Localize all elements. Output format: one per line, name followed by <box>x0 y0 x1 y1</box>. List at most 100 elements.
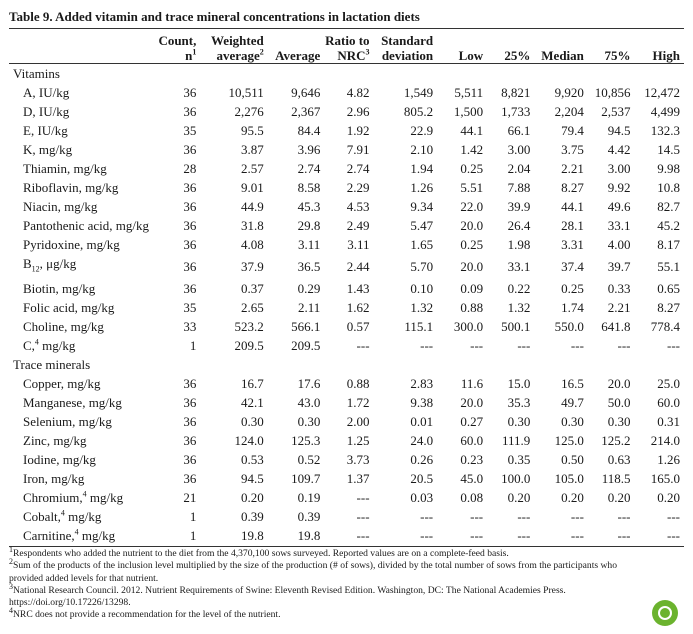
table-title: Table 9. Added vitamin and trace mineral… <box>9 9 420 24</box>
table-cell: 2.96 <box>346 104 370 119</box>
row-label-unit: mg/kg <box>64 508 102 524</box>
table-row: Pyridoxine, mg/kg 36 4.08 3.11 3.11 1.65 0.25 1… <box>9 235 684 254</box>
row-label: D, IU/kg <box>9 102 158 121</box>
table-cell: 125.2 <box>601 432 631 448</box>
row-label-text: E, IU/kg <box>23 123 68 138</box>
table-cell: 778.4 <box>650 318 680 334</box>
table-cell: 19.8 <box>297 527 321 543</box>
table-cell: 0.31 <box>657 413 680 429</box>
footnote-text: NRC does not provide a recommendation fo… <box>13 609 281 621</box>
table-cell: 2.10 <box>410 142 434 157</box>
table-cell: 805.2 <box>403 104 434 119</box>
table-cell: 12,472 <box>644 85 680 100</box>
table-cell: 0.30 <box>607 413 631 429</box>
table-cell: 1,549 <box>403 85 434 100</box>
table-cell: 641.8 <box>601 318 631 334</box>
table-cell: 49.6 <box>607 199 631 214</box>
table-cell: 5,511 <box>454 85 484 100</box>
table-cell: 4.53 <box>346 199 370 214</box>
table-cell: 0.30 <box>297 413 321 429</box>
table-row: Copper, mg/kg 36 16.7 17.6 0.88 2.83 11.6 15.0 1… <box>9 374 684 393</box>
top-rule <box>9 28 684 29</box>
footnote-text: Sum of the products of the inclusion lev… <box>9 560 618 584</box>
table-cell: 14.5 <box>657 142 680 157</box>
table-cell: 500.1 <box>501 318 531 334</box>
table-cell: 2.65 <box>241 299 264 315</box>
table-cell: 37.4 <box>561 258 584 274</box>
table-cell: 45.0 <box>460 470 484 486</box>
table-cell: 7.91 <box>346 142 370 157</box>
column-header: High <box>635 31 685 64</box>
table-cell: 1.26 <box>410 180 434 195</box>
table-cell: 0.23 <box>460 451 484 467</box>
table-row: Iodine, mg/kg 36 0.53 0.52 3.73 0.26 0.23 0.35 0… <box>9 450 684 469</box>
table-cell: 36 <box>183 237 197 252</box>
table-cell: 2.04 <box>507 161 531 176</box>
table-cell: 0.25 <box>460 161 484 176</box>
footnote-number: 2 <box>9 557 13 567</box>
table-header: Count, n1 Weighted average2 Average Ratio t… <box>9 31 684 64</box>
row-label: B12, μg/kg <box>9 254 158 279</box>
section-row: Trace minerals <box>9 355 684 374</box>
table-cell: --- <box>420 508 434 524</box>
table-cell: 37.9 <box>241 258 264 274</box>
row-label-text: C, <box>23 337 35 353</box>
row-label: Niacin, mg/kg <box>9 197 158 216</box>
footnote: 3National Research Council. 2012. Nutrie… <box>9 582 649 610</box>
table-cell: 10,511 <box>228 85 264 100</box>
table-cell: 4.00 <box>607 237 631 252</box>
row-label: Zinc, mg/kg <box>9 431 158 450</box>
label-subscript: 12 <box>31 264 40 274</box>
footnote-number: 4 <box>9 606 13 616</box>
table-cell: 1.62 <box>346 299 370 315</box>
table-cell: 0.88 <box>460 299 484 315</box>
row-label: Copper, mg/kg <box>9 374 158 393</box>
table-cell: 8.27 <box>561 180 584 195</box>
table-cell: --- <box>617 527 631 543</box>
row-label: Biotin, mg/kg <box>9 279 158 298</box>
table-cell: 0.20 <box>507 489 531 505</box>
table-cell: 214.0 <box>650 432 680 448</box>
table-cell: --- <box>356 527 370 543</box>
row-label: Pantothenic acid, mg/kg <box>9 216 158 235</box>
table-cell: 1.32 <box>507 299 531 315</box>
table-cell: 124.0 <box>234 432 264 448</box>
table-cell: 1.92 <box>346 123 370 138</box>
table-cell: 82.7 <box>657 199 680 214</box>
table-cell: 95.5 <box>241 123 264 138</box>
table-cell: 25.0 <box>657 375 680 391</box>
table-cell: 1.65 <box>410 237 434 252</box>
footnotes: 1Respondents who added the nutrient to t… <box>9 545 649 622</box>
table-cell: 50.0 <box>607 394 631 410</box>
footnote-text: National Research Council. 2012. Nutrien… <box>9 584 566 609</box>
row-label: Manganese, mg/kg <box>9 393 158 412</box>
table-cell: 0.22 <box>507 280 531 296</box>
table-cell: 4,499 <box>650 104 680 119</box>
table-cell: 29.8 <box>297 218 321 233</box>
table-cell: 10.8 <box>657 180 680 195</box>
column-header: Low <box>437 31 487 64</box>
table-cell: --- <box>356 337 370 353</box>
column-header-text: Low <box>458 48 484 63</box>
column-header-text: Average <box>275 48 321 63</box>
column-header: Average <box>268 31 325 64</box>
column-header: 75% <box>588 31 635 64</box>
section-row: Vitamins <box>9 64 684 83</box>
table-cell: 125.3 <box>291 432 321 448</box>
footnote-marker: 4 <box>82 489 87 499</box>
table-cell: 2.21 <box>607 299 631 315</box>
table-cell: --- <box>617 337 631 353</box>
table-cell: 36 <box>183 432 197 448</box>
row-label: Cobalt,4 mg/kg <box>9 507 158 526</box>
table-cell: 523.2 <box>234 318 264 334</box>
table-cell: --- <box>617 508 631 524</box>
row-label-text: D, IU/kg <box>23 104 70 119</box>
table-cell: 1.37 <box>346 470 370 486</box>
table-cell: 36 <box>183 104 197 119</box>
table-cell: 8.27 <box>657 299 680 315</box>
table-cell: 0.29 <box>297 280 321 296</box>
bottom-rule <box>9 546 684 547</box>
table-cell: 2,276 <box>234 104 264 119</box>
row-label-text: Niacin, mg/kg <box>23 199 98 214</box>
table-cell: --- <box>470 508 484 524</box>
